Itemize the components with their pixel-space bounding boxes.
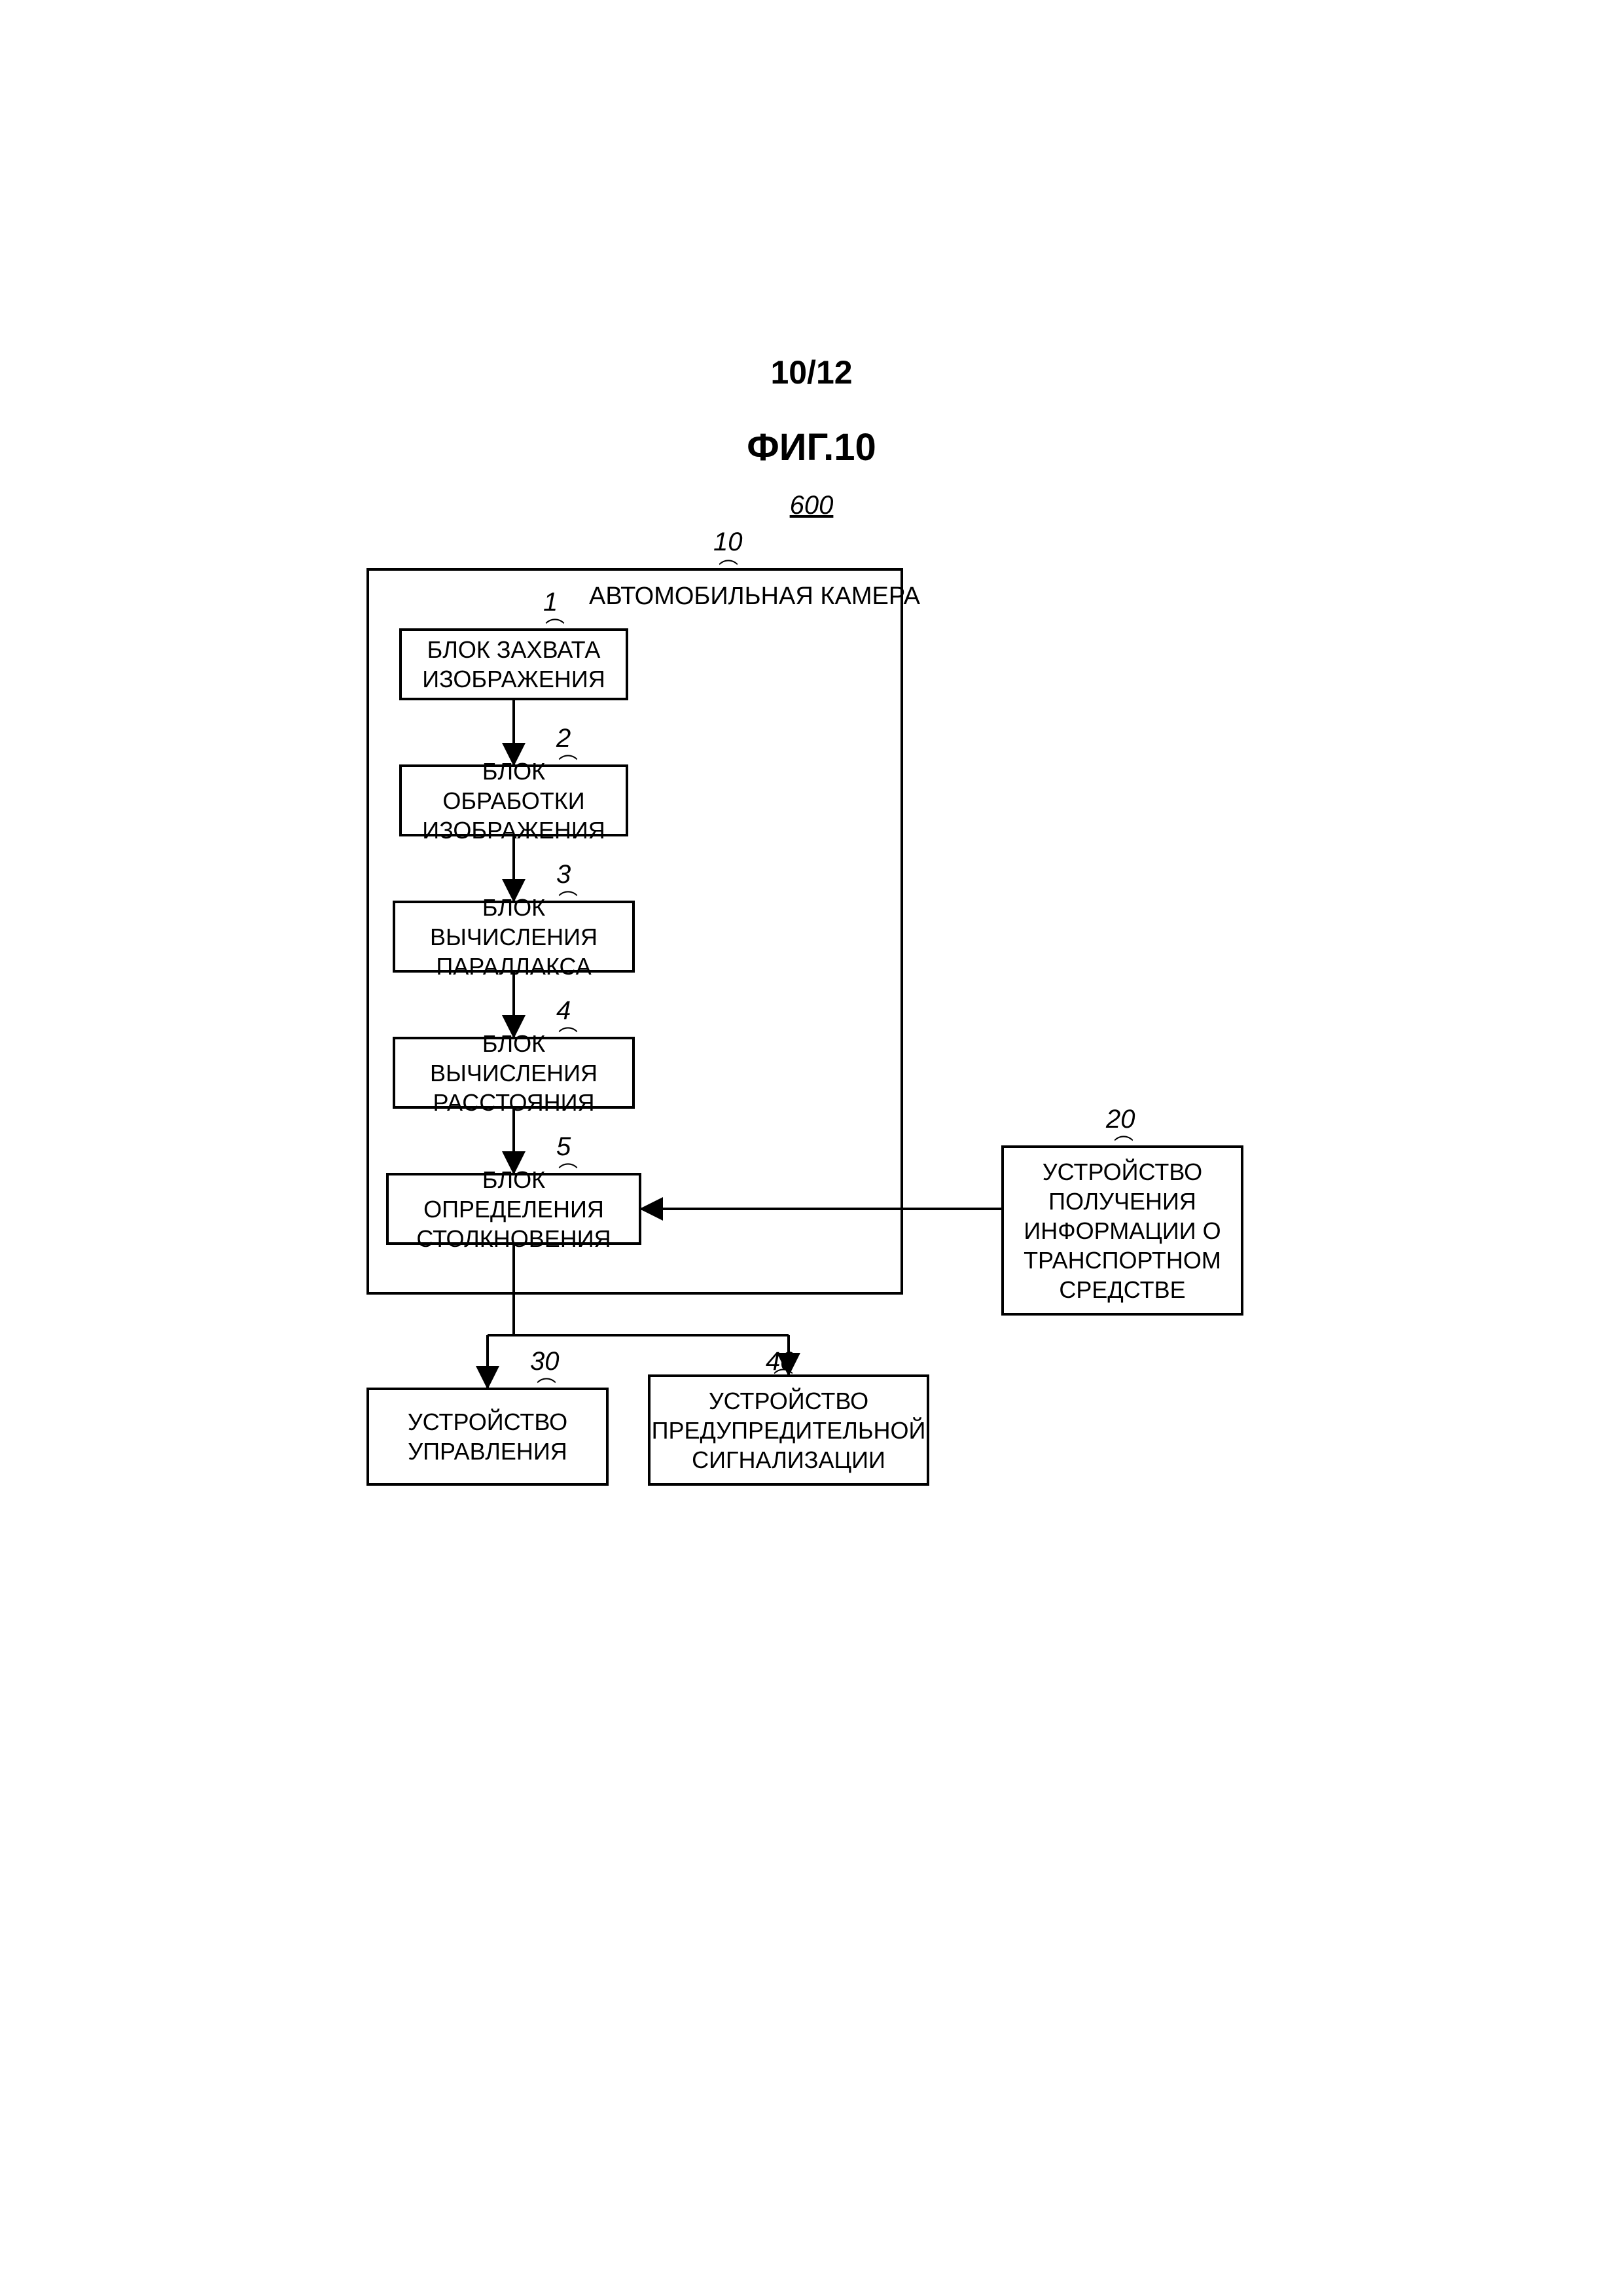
node-vehicle-info-label: УСТРОЙСТВОПОЛУЧЕНИЯИНФОРМАЦИИ ОТРАНСПОРТ…	[1024, 1157, 1221, 1304]
tick-30: ⌒	[537, 1372, 556, 1401]
tick-10: ⌒	[719, 554, 738, 583]
page: 10/12 ФИГ.10 600 АВТОМОБИЛЬНАЯ КАМЕРА 10…	[0, 0, 1623, 2296]
tick-40: ⌒	[774, 1363, 793, 1391]
node-vehicle-info: УСТРОЙСТВОПОЛУЧЕНИЯИНФОРМАЦИИ ОТРАНСПОРТ…	[1001, 1145, 1243, 1316]
figure-label: ФИГ.10	[0, 425, 1623, 469]
node-capture: БЛОК ЗАХВАТАИЗОБРАЖЕНИЯ	[399, 628, 628, 700]
node-distance: БЛОК ВЫЧИСЛЕНИЯРАССТОЯНИЯ	[393, 1037, 635, 1109]
tick-1: ⌒	[545, 613, 565, 641]
tick-2: ⌒	[558, 749, 578, 778]
node-control: УСТРОЙСТВОУПРАВЛЕНИЯ	[366, 1388, 609, 1486]
node-parallax: БЛОК ВЫЧИСЛЕНИЯПАРАЛЛАКСА	[393, 901, 635, 973]
tick-4: ⌒	[558, 1021, 578, 1050]
tick-20: ⌒	[1114, 1130, 1133, 1158]
node-processing-label: БЛОК ОБРАБОТКИИЗОБРАЖЕНИЯ	[408, 757, 619, 845]
ref-600: 600	[0, 491, 1623, 520]
node-parallax-label: БЛОК ВЫЧИСЛЕНИЯПАРАЛЛАКСА	[402, 893, 626, 981]
node-capture-label: БЛОК ЗАХВАТАИЗОБРАЖЕНИЯ	[422, 635, 605, 694]
node-distance-label: БЛОК ВЫЧИСЛЕНИЯРАССТОЯНИЯ	[402, 1029, 626, 1117]
node-collision-label: БЛОК ОПРЕДЕЛЕНИЯСТОЛКНОВЕНИЯ	[395, 1165, 632, 1253]
ref-10: 10	[713, 528, 743, 557]
node-alarm-label: УСТРОЙСТВОПРЕДУПРЕДИТЕЛЬНОЙСИГНАЛИЗАЦИИ	[652, 1386, 926, 1475]
tick-3: ⌒	[558, 885, 578, 914]
node-processing: БЛОК ОБРАБОТКИИЗОБРАЖЕНИЯ	[399, 764, 628, 836]
node-collision: БЛОК ОПРЕДЕЛЕНИЯСТОЛКНОВЕНИЯ	[386, 1173, 641, 1245]
node-control-label: УСТРОЙСТВОУПРАВЛЕНИЯ	[408, 1407, 567, 1466]
container-camera-title: АВТОМОБИЛЬНАЯ КАМЕРА	[589, 583, 920, 611]
tick-5: ⌒	[558, 1157, 578, 1186]
page-number: 10/12	[0, 353, 1623, 391]
